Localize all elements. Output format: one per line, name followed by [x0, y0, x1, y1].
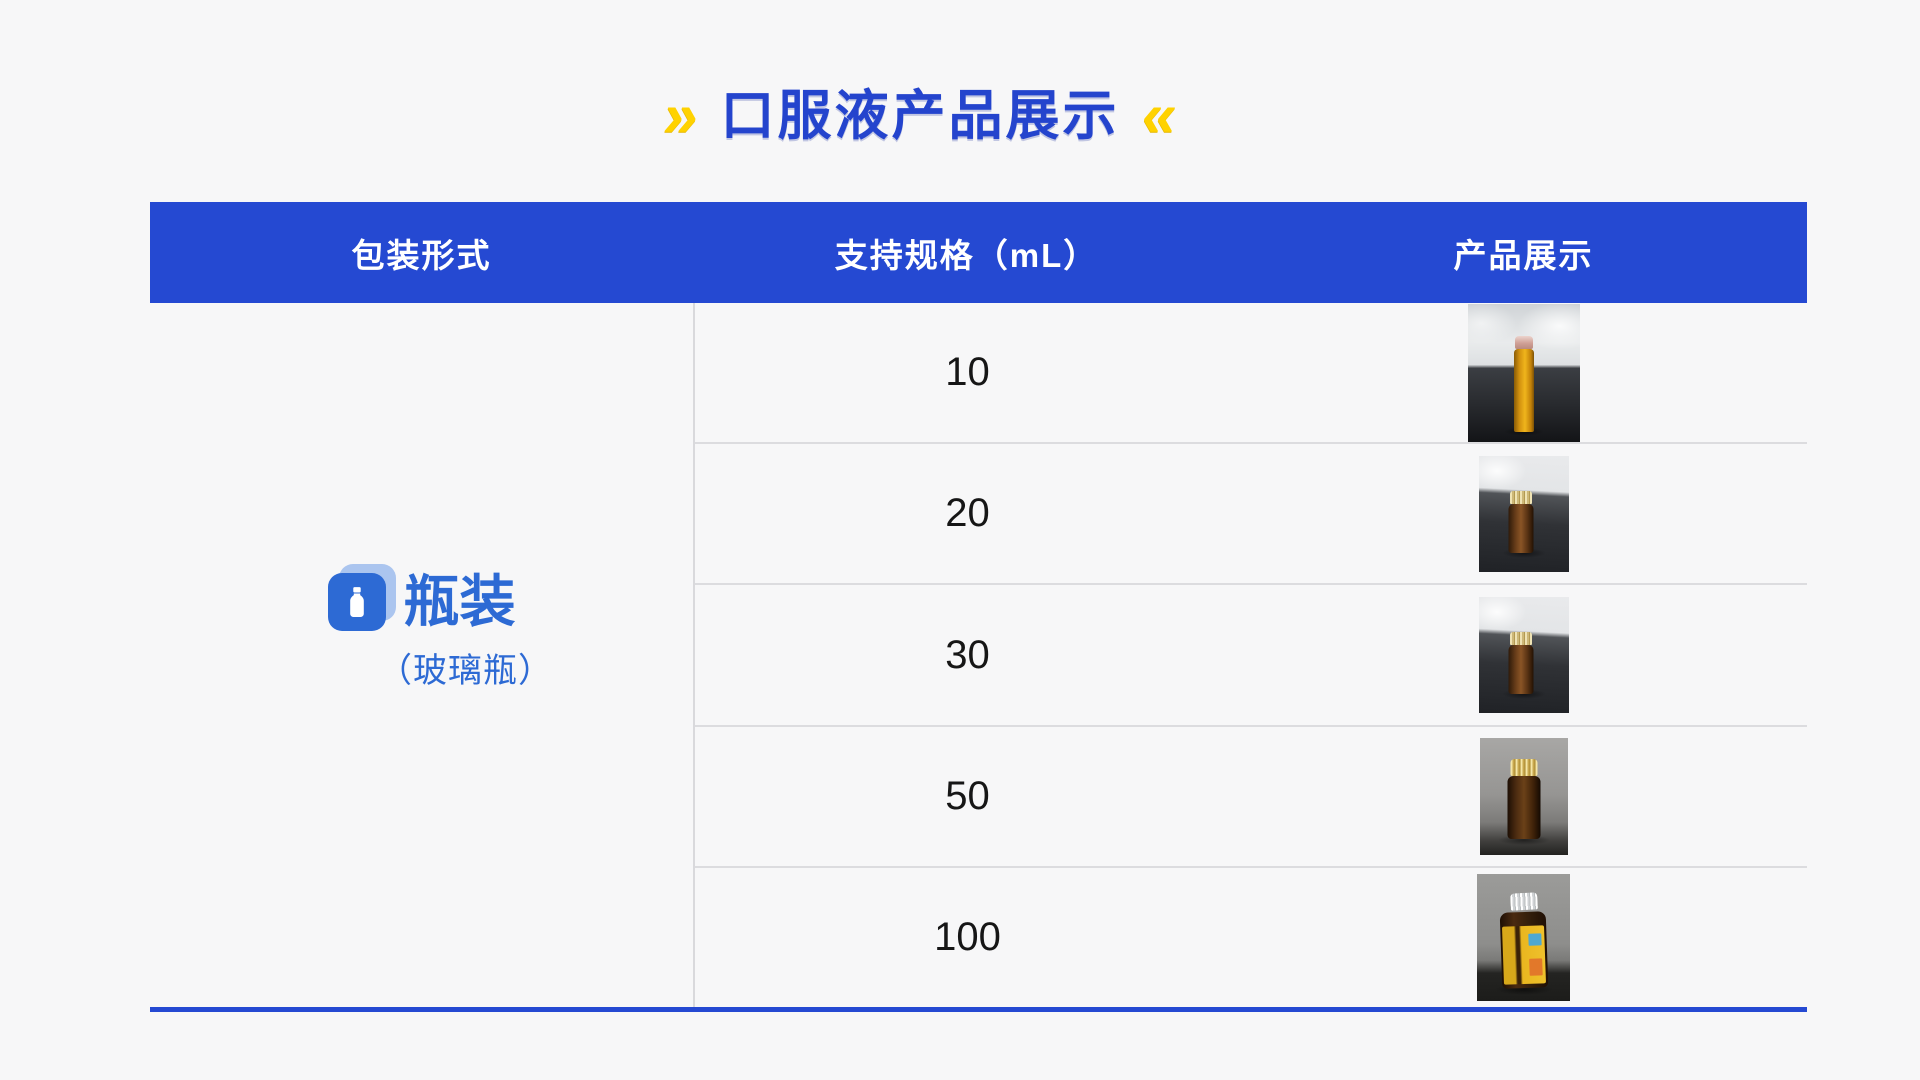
spec-value: 100 [934, 914, 1001, 959]
packaging-type-label: 瓶装 [403, 569, 516, 633]
header-cell-packaging-form: 包装形式 [351, 236, 492, 274]
table-bottom-accent-line [150, 1007, 1807, 1012]
spec-value: 10 [945, 350, 990, 395]
table-row: 50 [695, 727, 1807, 868]
bottle-cap [1509, 892, 1538, 911]
chevron-right-double-icon: » [659, 81, 704, 151]
table-row: 20 [695, 444, 1807, 586]
table-row: 100 [695, 868, 1807, 1007]
bottle-body [1507, 775, 1540, 839]
page-title: 口服液产品展示 [720, 86, 1120, 146]
product-image-cell [1240, 444, 1807, 583]
product-photo [1467, 303, 1580, 442]
table-header-row: 包装形式 支持规格（mL） 产品展示 [150, 202, 1807, 303]
product-image-cell [1240, 727, 1807, 866]
bottle-body [1508, 645, 1533, 694]
bottle-shadow [1497, 834, 1550, 845]
product-photo [1479, 737, 1568, 855]
header-cell-product-display: 产品展示 [1453, 236, 1594, 274]
bottle-label [1501, 925, 1546, 985]
table-row: 30 [695, 585, 1807, 727]
header-cell-supported-specs: 支持规格（mL） [834, 236, 1099, 274]
product-table: 包装形式 支持规格（mL） 产品展示 瓶装 （玻璃瓶） [150, 202, 1807, 1012]
spec-value: 50 [945, 773, 990, 818]
bottle-icon-wrap [327, 563, 396, 631]
product-photo [1477, 873, 1570, 1001]
bottle-shadow [1501, 689, 1546, 699]
bottle-body [1513, 348, 1534, 432]
product-image-cell [1240, 585, 1807, 724]
bottle-cap [1514, 335, 1533, 349]
spec-value: 20 [945, 491, 990, 536]
product-image-cell [1240, 303, 1807, 442]
spec-value: 30 [945, 632, 990, 677]
packaging-cell: 瓶装 （玻璃瓶） [150, 303, 693, 1007]
product-photo [1478, 455, 1569, 572]
table-row: 10 [695, 303, 1807, 445]
spec-rows: 10 20 [695, 303, 1807, 1007]
bottle-shadow [1501, 547, 1546, 558]
column-divider [693, 303, 695, 1007]
bottle-cap [1510, 758, 1537, 776]
product-photo [1478, 597, 1569, 713]
chevron-left-double-icon: « [1136, 81, 1181, 151]
bottle-shadow [1494, 983, 1553, 995]
packaging-subtype-label: （玻璃瓶） [378, 651, 553, 690]
bottle-body [1508, 503, 1533, 553]
bottle-icon [327, 572, 386, 631]
page-header: » 口服液产品展示 « [0, 81, 1880, 151]
bottle-cap [1509, 490, 1532, 504]
bottle-cap [1509, 632, 1532, 645]
product-image-cell [1240, 868, 1807, 1007]
packaging-label-row: 瓶装 [327, 563, 516, 633]
table-body: 瓶装 （玻璃瓶） 10 20 [150, 303, 1807, 1007]
